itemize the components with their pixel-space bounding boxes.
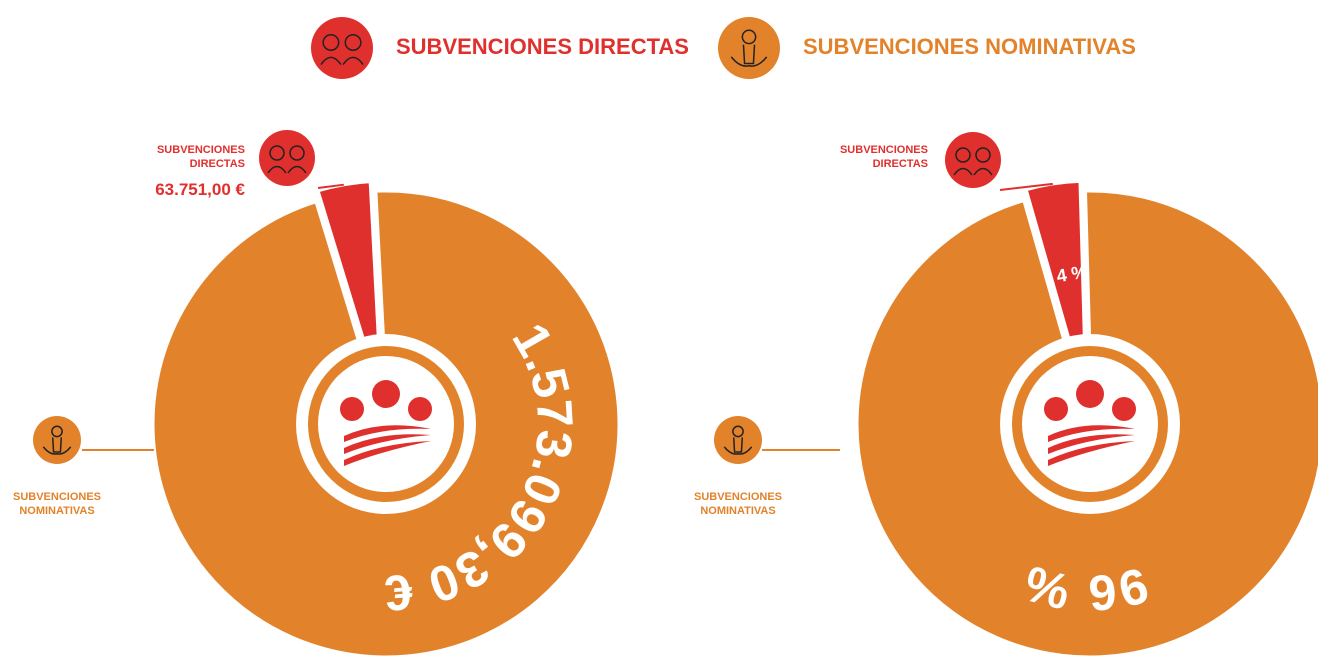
- icon-part: [344, 33, 362, 51]
- callout-line: [317, 183, 344, 189]
- icon-part: [320, 56, 342, 66]
- center-ring: [318, 356, 454, 492]
- callout-label: SUBVENCIONES NOMINATIVAS: [693, 491, 783, 517]
- icon: [311, 17, 373, 79]
- icon-part: [732, 425, 744, 438]
- logo: [344, 425, 431, 442]
- icon-part: [953, 167, 973, 176]
- center-ring: [1022, 356, 1158, 492]
- callout-value: 63.751,00 €: [155, 180, 245, 199]
- icon-part: [51, 425, 63, 438]
- callout-label: SUBVENCIONES DIRECTAS: [839, 144, 928, 170]
- logo: [1048, 425, 1135, 442]
- icon: [33, 416, 81, 464]
- logo: [1048, 441, 1135, 466]
- logo: [1044, 397, 1068, 421]
- logo: [1112, 397, 1136, 421]
- icon-part: [267, 165, 287, 174]
- icon: [718, 17, 780, 79]
- icon: [714, 416, 762, 464]
- callout-label: SUBVENCIONES NOMINATIVAS: [12, 491, 102, 517]
- icon-part: [42, 437, 72, 455]
- icon-part: [975, 147, 991, 163]
- callout-label: SUBVENCIONES DIRECTAS: [156, 144, 245, 170]
- logo: [344, 441, 431, 466]
- logo: [1048, 434, 1135, 454]
- legend-label: SUBVENCIONES NOMINATIVAS: [803, 34, 1136, 59]
- icon-part: [973, 167, 993, 176]
- icon-part: [322, 33, 340, 51]
- icon-part: [342, 56, 364, 66]
- icon: [259, 130, 315, 186]
- icon-part: [289, 145, 305, 161]
- logo: [340, 397, 364, 421]
- icon-part: [287, 165, 307, 174]
- icon-part: [730, 44, 768, 67]
- logo: [1076, 380, 1104, 408]
- icon-part: [955, 147, 971, 163]
- logo: [372, 380, 400, 408]
- logo: [344, 434, 431, 454]
- icon-part: [741, 29, 757, 45]
- logo: [408, 397, 432, 421]
- callout-line: [999, 182, 1053, 191]
- icon-part: [723, 437, 753, 455]
- icon: [945, 132, 1001, 188]
- legend-label: SUBVENCIONES DIRECTAS: [396, 34, 689, 59]
- icon-part: [269, 145, 285, 161]
